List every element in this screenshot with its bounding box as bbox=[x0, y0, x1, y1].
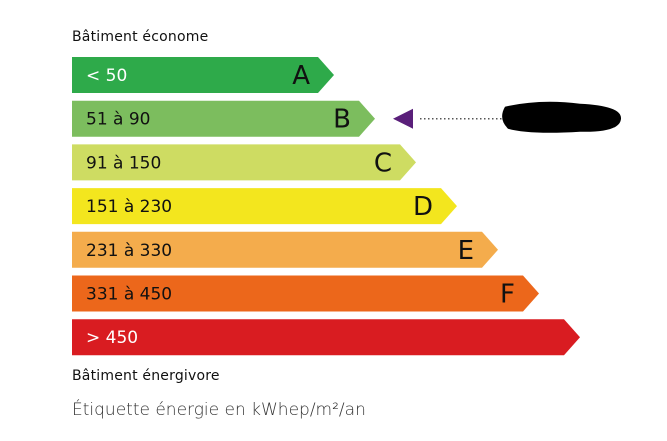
class-range: < 50 bbox=[86, 66, 127, 86]
class-grade: D bbox=[413, 192, 433, 222]
energy-class-g: > 450 bbox=[72, 319, 580, 356]
class-grade: A bbox=[292, 61, 310, 91]
class-bar bbox=[72, 144, 416, 181]
energy-class-a: < 50 A bbox=[72, 57, 334, 93]
class-range: 231 à 330 bbox=[86, 241, 172, 261]
indicator-arrow-icon bbox=[393, 108, 413, 129]
energy-class-b: 51 à 90 B bbox=[72, 100, 375, 137]
class-range: 331 à 450 bbox=[86, 285, 172, 305]
class-bar bbox=[72, 319, 580, 356]
class-grade: B bbox=[333, 105, 351, 135]
class-range: 51 à 90 bbox=[86, 110, 151, 130]
caption: Étiquette énergie en kWhep/m²/an bbox=[72, 400, 366, 420]
class-bar bbox=[72, 188, 457, 225]
energy-class-c: 91 à 150 C bbox=[72, 144, 416, 181]
class-range: 151 à 230 bbox=[86, 197, 172, 217]
class-grade: F bbox=[500, 280, 515, 310]
class-bar bbox=[72, 275, 539, 312]
class-bar bbox=[72, 100, 375, 137]
class-range: 91 à 150 bbox=[86, 153, 161, 173]
bottom-label: Bâtiment énergivore bbox=[72, 368, 220, 384]
class-bar bbox=[72, 231, 498, 268]
class-grade: E bbox=[458, 236, 474, 266]
energy-class-d: 151 à 230 D bbox=[72, 188, 457, 225]
redacted-value-blob bbox=[502, 101, 622, 133]
class-bar bbox=[72, 57, 334, 93]
rating-indicator bbox=[393, 101, 622, 133]
class-grade: C bbox=[374, 148, 392, 178]
class-range: > 450 bbox=[86, 328, 138, 348]
energy-class-f: 331 à 450 F bbox=[72, 275, 539, 312]
energy-class-e: 231 à 330 E bbox=[72, 231, 498, 268]
top-label: Bâtiment économe bbox=[72, 29, 209, 45]
